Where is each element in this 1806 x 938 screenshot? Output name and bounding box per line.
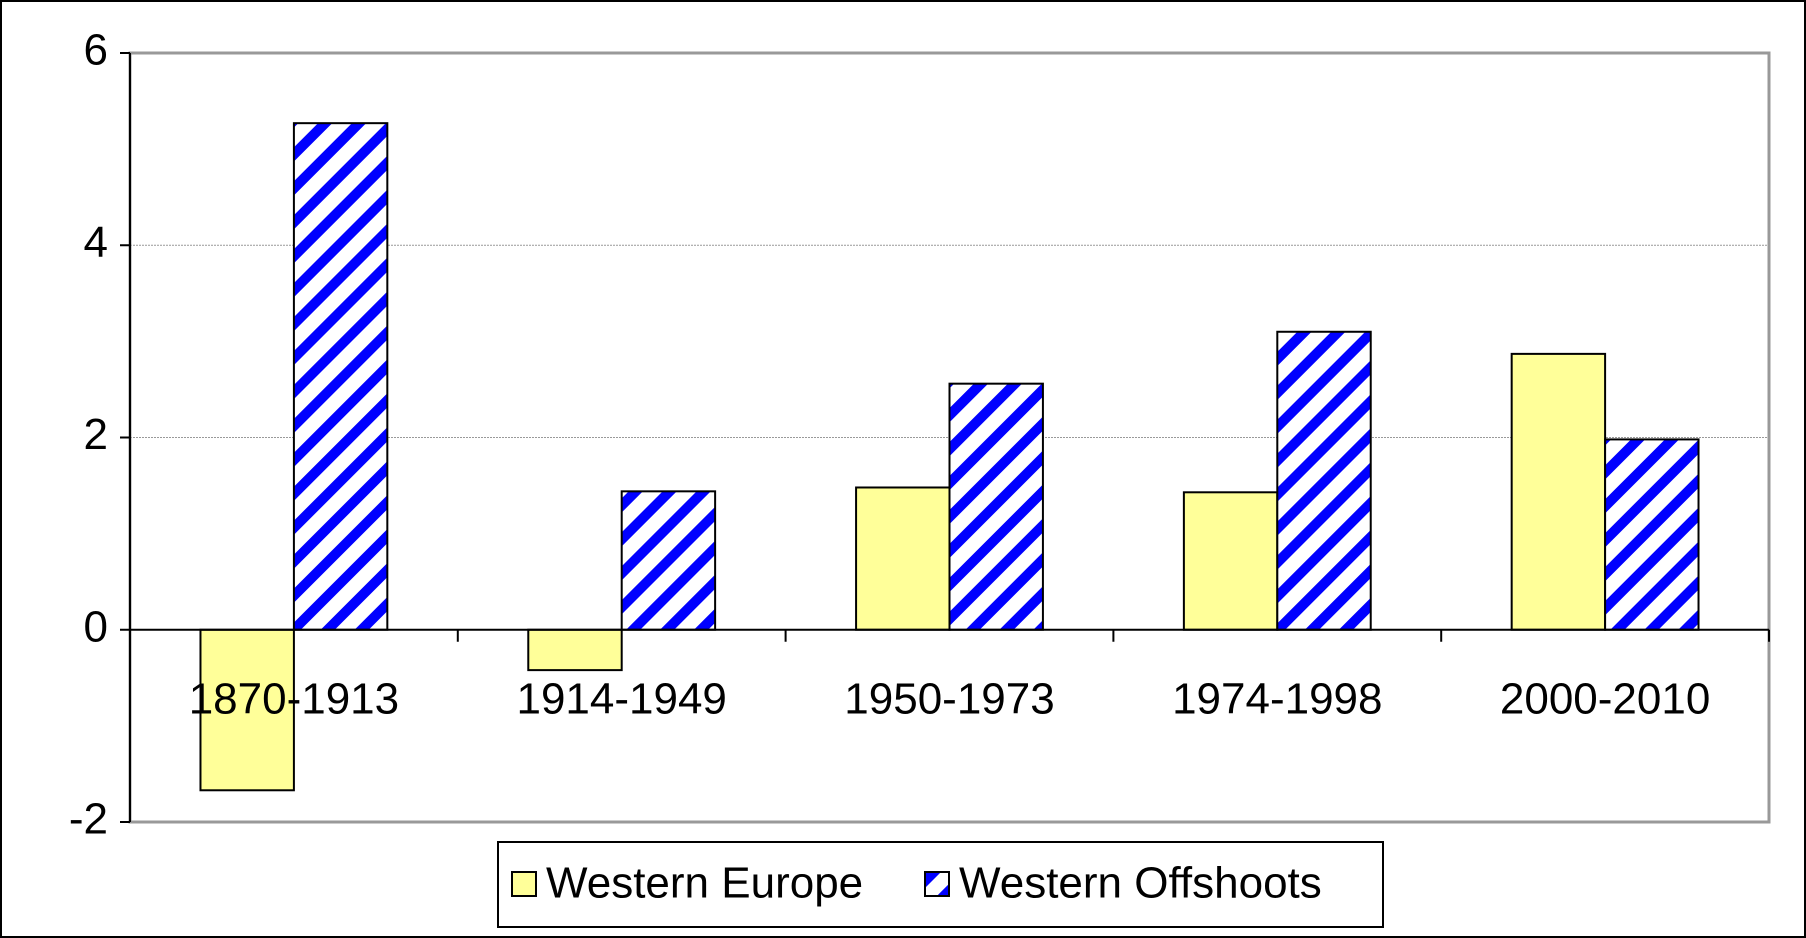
x-tick-label: 2000-2010 xyxy=(1500,674,1710,723)
bar xyxy=(1276,330,1372,631)
legend-label: Western Offshoots xyxy=(959,859,1322,908)
x-tick-label: 1974-1998 xyxy=(1172,674,1382,723)
legend-label: Western Europe xyxy=(546,859,863,908)
bar xyxy=(948,382,1044,631)
y-tick-label: -2 xyxy=(69,795,108,844)
x-tick-label: 1870-1913 xyxy=(189,674,399,723)
bar xyxy=(1604,438,1700,631)
bar xyxy=(620,490,717,631)
bar xyxy=(292,122,389,631)
y-tick-label: 6 xyxy=(84,26,108,75)
bar xyxy=(1510,352,1607,631)
y-tick-label: 4 xyxy=(84,218,108,267)
bar xyxy=(855,486,951,631)
legend-swatch xyxy=(924,871,950,897)
x-tick-label: 1914-1949 xyxy=(516,674,726,723)
bar xyxy=(199,628,295,792)
bar xyxy=(1182,491,1279,631)
legend-swatch xyxy=(511,871,537,897)
bar xyxy=(527,628,623,672)
y-tick-label: 0 xyxy=(84,602,108,651)
y-tick-label: 2 xyxy=(84,410,108,459)
x-tick-label: 1950-1973 xyxy=(844,674,1054,723)
